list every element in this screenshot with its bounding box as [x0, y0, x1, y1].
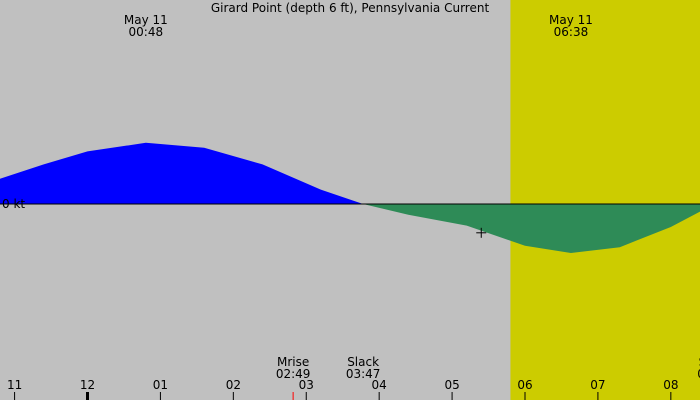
- extremum-time: 06:38: [554, 25, 589, 39]
- ebb-area: [0, 204, 700, 253]
- event-time: 08:36: [697, 367, 700, 381]
- hour-tick-label: 05: [444, 378, 459, 392]
- event-label: Mrise: [277, 355, 309, 369]
- hour-tick-label: 06: [517, 378, 532, 392]
- hour-tick-label: 02: [226, 378, 241, 392]
- event-label: Slack: [699, 355, 700, 369]
- hour-tick-label: 04: [372, 378, 387, 392]
- current-areas: [0, 142, 700, 253]
- zero-label: 0 kt: [2, 197, 25, 211]
- extremum-time: 00:48: [129, 25, 164, 39]
- extremum-date: May 11: [549, 13, 593, 27]
- now-marker: [476, 227, 487, 238]
- hour-tick-label: 03: [299, 378, 314, 392]
- chart-title: Girard Point (depth 6 ft), Pennsylvania …: [211, 1, 490, 15]
- flood-area: [0, 142, 700, 204]
- event-time: 03:47: [346, 367, 381, 381]
- event-labels: Mrise02:49Slack03:47Slack08:36Mset14:19S…: [276, 355, 700, 400]
- hour-tick-label: 12: [80, 378, 95, 392]
- hour-axis: 11 12 01 02 03 04 05 06 07 08: [7, 378, 678, 400]
- hour-tick-label: 11: [7, 378, 22, 392]
- hour-tick-label: 08: [663, 378, 678, 392]
- hour-tick-label: 01: [153, 378, 168, 392]
- event-label: Slack: [347, 355, 379, 369]
- daylight-band: [510, 0, 700, 400]
- event-time: 02:49: [276, 367, 311, 381]
- extremum-date: May 11: [124, 13, 168, 27]
- hour-tick-label: 07: [590, 378, 605, 392]
